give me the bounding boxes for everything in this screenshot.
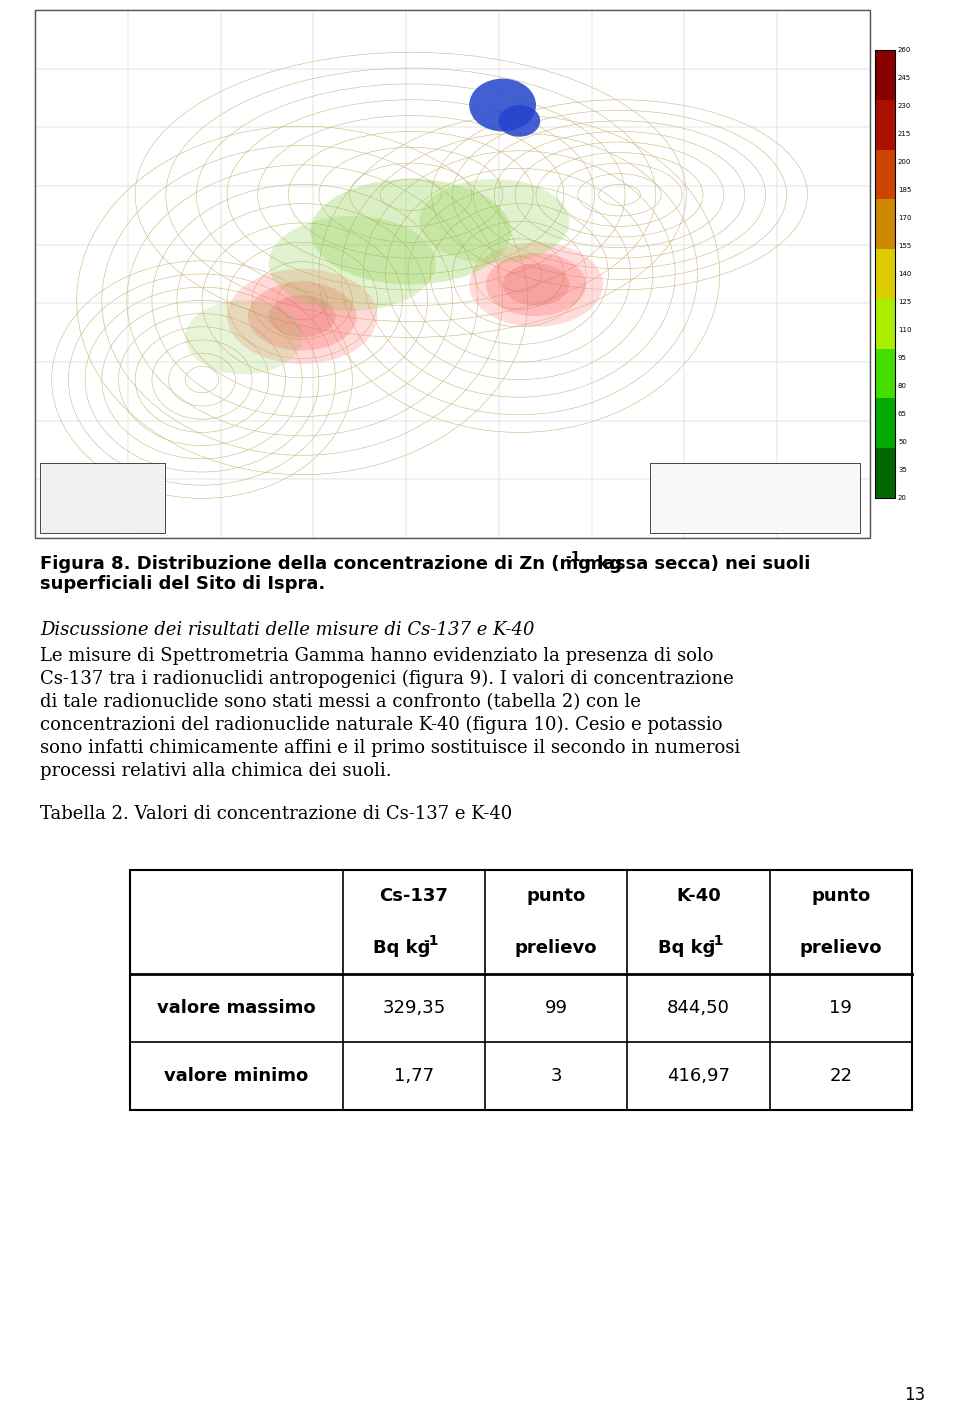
Text: prelievo: prelievo bbox=[800, 939, 882, 958]
Text: 50: 50 bbox=[898, 439, 907, 445]
Text: Bq kg: Bq kg bbox=[658, 939, 715, 958]
Ellipse shape bbox=[469, 79, 536, 132]
Text: 329,35: 329,35 bbox=[382, 1000, 445, 1016]
Text: 416,97: 416,97 bbox=[667, 1067, 730, 1085]
Ellipse shape bbox=[269, 295, 336, 337]
Text: 125: 125 bbox=[898, 299, 911, 305]
Ellipse shape bbox=[269, 216, 436, 310]
Text: 80: 80 bbox=[898, 383, 907, 389]
Text: 22: 22 bbox=[829, 1067, 852, 1085]
Text: valore minimo: valore minimo bbox=[164, 1067, 308, 1085]
Text: -1: -1 bbox=[708, 934, 723, 948]
Text: 215: 215 bbox=[898, 131, 911, 138]
Text: superficiali del Sito di Ispra.: superficiali del Sito di Ispra. bbox=[40, 576, 325, 592]
Text: 200: 200 bbox=[898, 159, 911, 166]
Text: 140: 140 bbox=[898, 271, 911, 277]
Text: Discussione dei risultati delle misure di Cs-137 e K-40: Discussione dei risultati delle misure d… bbox=[40, 621, 535, 639]
Bar bbox=[875, 51, 895, 498]
Text: K-40: K-40 bbox=[676, 887, 721, 906]
Text: 13: 13 bbox=[903, 1386, 925, 1404]
Text: Tabella 2. Valori di concentrazione di Cs-137 e K-40: Tabella 2. Valori di concentrazione di C… bbox=[40, 804, 513, 823]
Ellipse shape bbox=[310, 178, 511, 285]
Bar bbox=[875, 150, 895, 199]
Text: -1: -1 bbox=[565, 550, 581, 564]
Text: sono infatti chimicamente affini e il primo sostituisce il secondo in numerosi: sono infatti chimicamente affini e il pr… bbox=[40, 739, 740, 757]
Text: Cs-137 tra i radionuclidi antropogenici (figura 9). I valori di concentrazione: Cs-137 tra i radionuclidi antropogenici … bbox=[40, 670, 733, 688]
Text: valore massimo: valore massimo bbox=[157, 1000, 316, 1016]
Text: 20: 20 bbox=[898, 496, 907, 501]
Text: massa secca) nei suoli: massa secca) nei suoli bbox=[578, 555, 810, 573]
Text: 170: 170 bbox=[898, 215, 911, 220]
Text: 230: 230 bbox=[898, 102, 911, 110]
Ellipse shape bbox=[486, 253, 587, 316]
Bar bbox=[35, 10, 870, 538]
Bar bbox=[35, 10, 870, 538]
Ellipse shape bbox=[498, 105, 540, 136]
Text: processi relativi alla chimica dei suoli.: processi relativi alla chimica dei suoli… bbox=[40, 762, 392, 781]
Bar bbox=[40, 463, 165, 534]
Text: Bq kg: Bq kg bbox=[373, 939, 430, 958]
Bar bbox=[875, 399, 895, 448]
Text: punto: punto bbox=[811, 887, 871, 906]
Text: 19: 19 bbox=[829, 1000, 852, 1016]
Text: 65: 65 bbox=[898, 411, 907, 417]
Bar bbox=[875, 348, 895, 399]
Text: Le misure di Spettrometria Gamma hanno evidenziato la presenza di solo: Le misure di Spettrometria Gamma hanno e… bbox=[40, 647, 713, 665]
Bar bbox=[875, 100, 895, 150]
Ellipse shape bbox=[503, 264, 569, 306]
Text: 3: 3 bbox=[550, 1067, 562, 1085]
Ellipse shape bbox=[248, 282, 356, 351]
Text: 844,50: 844,50 bbox=[667, 1000, 730, 1016]
Bar bbox=[875, 249, 895, 299]
Text: 245: 245 bbox=[898, 74, 911, 81]
Ellipse shape bbox=[185, 300, 302, 375]
Text: 35: 35 bbox=[898, 468, 907, 473]
Bar bbox=[650, 463, 860, 534]
Text: Cs-137: Cs-137 bbox=[379, 887, 448, 906]
Text: -1: -1 bbox=[423, 934, 439, 948]
Bar bbox=[875, 51, 895, 100]
Text: 185: 185 bbox=[898, 187, 911, 192]
Text: Figura 8. Distribuzione della concentrazione di Zn (mg kg: Figura 8. Distribuzione della concentraz… bbox=[40, 555, 622, 573]
Text: 260: 260 bbox=[898, 46, 911, 53]
Text: punto: punto bbox=[527, 887, 586, 906]
Text: concentrazioni del radionuclide naturale K-40 (figura 10). Cesio e potassio: concentrazioni del radionuclide naturale… bbox=[40, 716, 723, 734]
Bar bbox=[130, 870, 912, 1111]
Text: 110: 110 bbox=[898, 327, 911, 333]
Text: 95: 95 bbox=[898, 355, 907, 361]
Text: 155: 155 bbox=[898, 243, 911, 249]
Bar bbox=[875, 199, 895, 249]
Ellipse shape bbox=[228, 268, 377, 364]
Bar bbox=[875, 299, 895, 348]
Text: 99: 99 bbox=[544, 1000, 567, 1016]
Text: di tale radionuclide sono stati messi a confronto (tabella 2) con le: di tale radionuclide sono stati messi a … bbox=[40, 694, 641, 710]
Text: prelievo: prelievo bbox=[515, 939, 597, 958]
Ellipse shape bbox=[469, 243, 603, 327]
Ellipse shape bbox=[420, 178, 569, 264]
Bar bbox=[875, 448, 895, 498]
Text: 1,77: 1,77 bbox=[394, 1067, 434, 1085]
